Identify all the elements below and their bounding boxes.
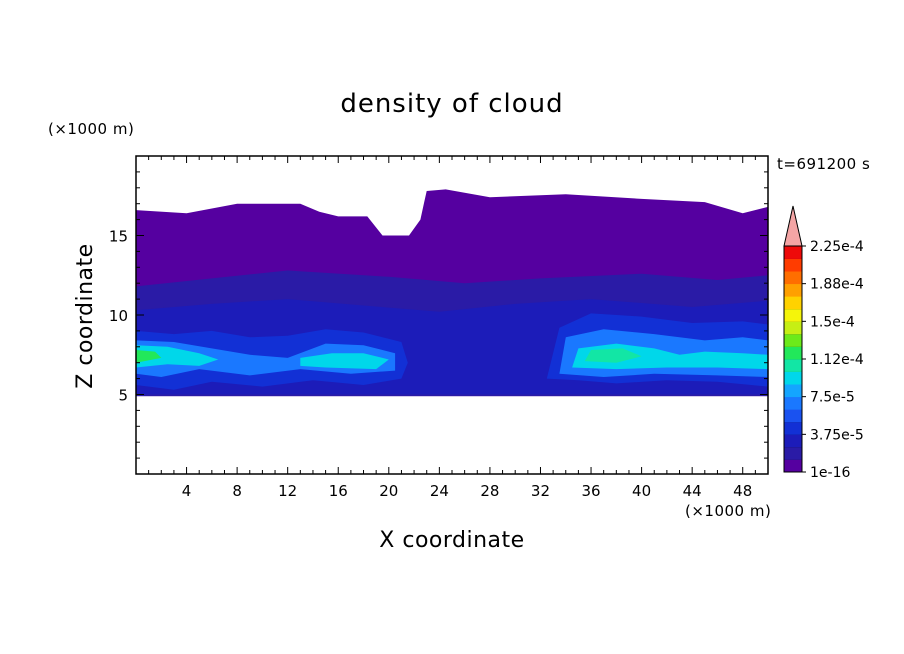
colorbar-swatch bbox=[784, 296, 802, 310]
x-tick-label: 32 bbox=[531, 482, 550, 500]
chart-title: density of cloud bbox=[340, 89, 563, 119]
x-tick-label: 44 bbox=[683, 482, 702, 500]
colorbar-label: 1.12e-4 bbox=[810, 352, 864, 368]
y-axis-unit: (×1000 m) bbox=[48, 120, 134, 138]
colorbar-label: 3.75e-5 bbox=[810, 427, 864, 443]
y-axis-label: Z coordinate bbox=[73, 243, 98, 388]
colorbar-swatch bbox=[784, 459, 802, 473]
colorbar-swatch bbox=[784, 283, 802, 297]
x-axis-label: X coordinate bbox=[379, 528, 524, 553]
colorbar-swatch bbox=[784, 371, 802, 385]
x-tick-label: 20 bbox=[379, 482, 398, 500]
x-tick-label: 4 bbox=[182, 482, 192, 500]
colorbar-label: 1.88e-4 bbox=[810, 277, 864, 293]
plot-frame bbox=[135, 155, 769, 475]
contour-region-left-cloud-peak bbox=[136, 350, 162, 363]
y-tick-label: 5 bbox=[118, 387, 128, 405]
colorbar-swatch bbox=[784, 384, 802, 398]
colorbar-swatch bbox=[784, 321, 802, 335]
colorbar-swatch bbox=[784, 333, 802, 347]
colorbar-label: 7.5e-5 bbox=[810, 390, 855, 406]
colorbar-swatch bbox=[784, 246, 802, 259]
x-tick-label: 12 bbox=[278, 482, 297, 500]
colorbar-extend-arrow bbox=[783, 205, 803, 247]
colorbar-label: 2.25e-4 bbox=[810, 239, 864, 255]
x-tick-label: 48 bbox=[733, 482, 752, 500]
x-tick-label: 28 bbox=[480, 482, 499, 500]
contour-region-left-cloud-core bbox=[136, 345, 219, 368]
x-tick-label: 40 bbox=[632, 482, 651, 500]
colorbar-swatch bbox=[784, 359, 802, 372]
colorbar-swatch bbox=[784, 446, 802, 460]
colorbar-swatch bbox=[784, 396, 802, 410]
y-tick-label: 15 bbox=[109, 228, 128, 246]
contour-region-right-cloud-peak bbox=[584, 348, 642, 363]
x-tick-label: 24 bbox=[430, 482, 449, 500]
x-tick-label: 36 bbox=[581, 482, 600, 500]
colorbar-swatch bbox=[784, 271, 802, 285]
colorbar-swatch bbox=[784, 434, 802, 448]
x-tick-label: 16 bbox=[329, 482, 348, 500]
x-axis-unit: (×1000 m) bbox=[685, 502, 771, 520]
colorbar-label: 1.5e-4 bbox=[810, 314, 855, 330]
colorbar-swatch bbox=[784, 409, 802, 423]
contour-region-mid-cloud-core bbox=[300, 353, 389, 370]
colorbar-swatch bbox=[784, 346, 802, 360]
contour-fill bbox=[136, 189, 768, 397]
contour-region-left-cloud-mid bbox=[136, 340, 396, 377]
colorbar-swatch bbox=[784, 308, 802, 322]
colorbar-swatch bbox=[784, 421, 802, 435]
y-tick-label: 10 bbox=[109, 307, 128, 325]
colorbar: 1e-16 3.75e-5 7.5e-5 1.12e-4 1.5e-4 1.88e-4 2.… bbox=[783, 205, 864, 481]
time-label: t=691200 s bbox=[777, 155, 870, 173]
colorbar-swatch bbox=[784, 258, 802, 272]
x-tick-label: 8 bbox=[232, 482, 242, 500]
colorbar-label: 1e-16 bbox=[810, 465, 850, 481]
